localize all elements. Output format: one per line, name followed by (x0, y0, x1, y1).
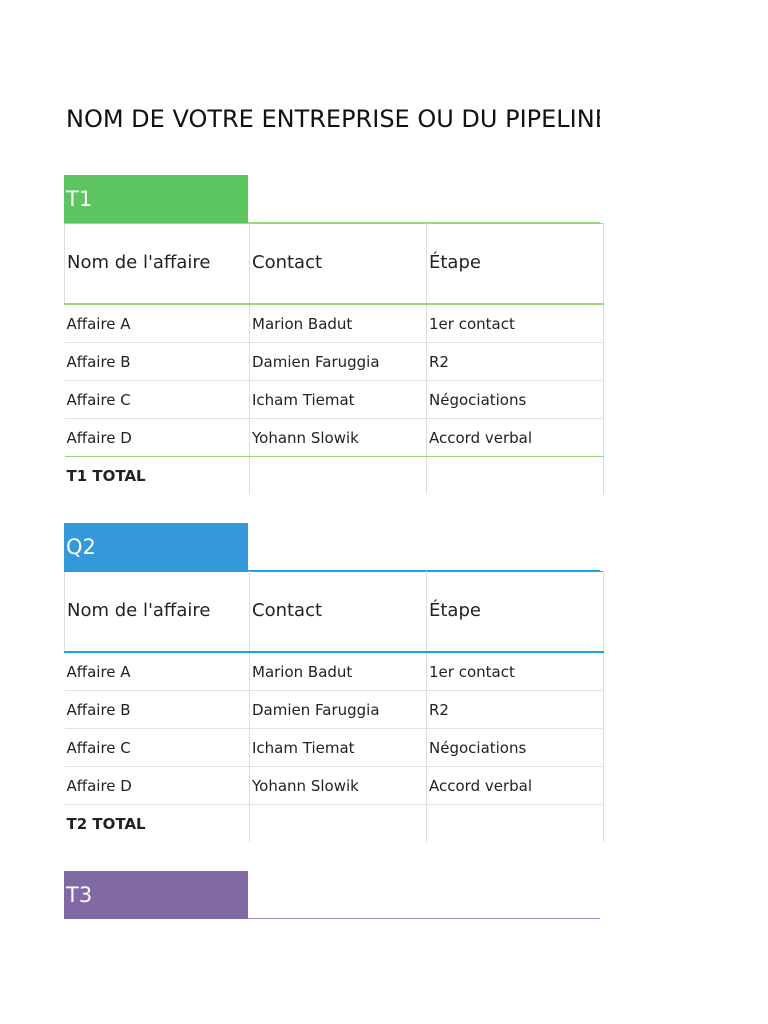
column-header: Nom de l'affaire (64, 571, 250, 653)
table-row: Affaire D Yohann Slowik Accord verbal (64, 418, 604, 457)
table-cell[interactable]: Damien Faruggia (249, 342, 427, 381)
table-cell[interactable] (426, 804, 604, 842)
table-cell[interactable]: Affaire C (64, 728, 250, 767)
table-cell[interactable] (249, 804, 427, 842)
table-cell[interactable]: Accord verbal (426, 766, 604, 805)
table-cell[interactable]: Affaire B (64, 690, 250, 729)
table-cell[interactable]: Marion Badut (249, 652, 427, 691)
table-cell[interactable]: Damien Faruggia (249, 690, 427, 729)
table-cell[interactable]: Affaire D (64, 418, 250, 457)
divider (248, 570, 600, 571)
table-row: Affaire B Damien Faruggia R2 (64, 342, 604, 381)
table-cell[interactable]: Marion Badut (249, 304, 427, 343)
section-q2: Q2 Nom de l'affaire Contact Étape Affaire A… (64, 523, 604, 842)
section-header: T1 (64, 175, 600, 223)
table-row: Affaire C Icham Tiemat Négociations (64, 728, 604, 767)
table-row: Affaire C Icham Tiemat Négociations (64, 380, 604, 419)
column-header: Contact (249, 223, 427, 305)
table-row: Affaire B Damien Faruggia R2 (64, 690, 604, 729)
section-header: Q2 (64, 523, 600, 571)
table-header-row: Nom de l'affaire Contact Étape (64, 571, 604, 653)
divider (248, 222, 600, 223)
table-cell[interactable] (249, 456, 427, 494)
section-label: T3 (64, 871, 248, 919)
table-cell[interactable]: Accord verbal (426, 418, 604, 457)
section-label: T1 (64, 175, 248, 223)
table-cell[interactable]: 1er contact (426, 304, 604, 343)
table-cell[interactable]: Icham Tiemat (249, 380, 427, 419)
deals-table: Nom de l'affaire Contact Étape Affaire A Mar… (64, 571, 604, 842)
table-cell[interactable]: Affaire A (64, 304, 250, 343)
table-header-row: Nom de l'affaire Contact Étape (64, 223, 604, 305)
column-header: Contact (249, 571, 427, 653)
column-header: Étape (426, 223, 604, 305)
section-t3: T3 (64, 871, 600, 919)
column-header: Étape (426, 571, 604, 653)
table-cell[interactable]: R2 (426, 690, 604, 729)
table-cell[interactable]: R2 (426, 342, 604, 381)
total-row: T1 TOTAL (64, 456, 604, 494)
column-header: Nom de l'affaire (64, 223, 250, 305)
table-cell[interactable]: 1er contact (426, 652, 604, 691)
table-row: Affaire A Marion Badut 1er contact (64, 304, 604, 343)
table-cell[interactable]: Négociations (426, 728, 604, 767)
deals-table: Nom de l'affaire Contact Étape Affaire A Mar… (64, 223, 604, 494)
total-label: T2 TOTAL (64, 804, 250, 842)
section-t1: T1 Nom de l'affaire Contact Étape Affaire A… (64, 175, 604, 494)
section-header: T3 (64, 871, 600, 919)
divider (248, 918, 600, 919)
table-cell[interactable]: Négociations (426, 380, 604, 419)
table-cell[interactable] (426, 456, 604, 494)
total-label: T1 TOTAL (64, 456, 250, 494)
table-cell[interactable]: Affaire D (64, 766, 250, 805)
total-row: T2 TOTAL (64, 804, 604, 842)
section-label: Q2 (64, 523, 248, 571)
table-cell[interactable]: Yohann Slowik (249, 766, 427, 805)
table-row: Affaire A Marion Badut 1er contact (64, 652, 604, 691)
table-row: Affaire D Yohann Slowik Accord verbal (64, 766, 604, 805)
table-cell[interactable]: Affaire B (64, 342, 250, 381)
table-cell[interactable]: Affaire C (64, 380, 250, 419)
page-title: NOM DE VOTRE ENTREPRISE OU DU PIPELINE (66, 105, 600, 133)
table-cell[interactable]: Icham Tiemat (249, 728, 427, 767)
table-cell[interactable]: Affaire A (64, 652, 250, 691)
table-cell[interactable]: Yohann Slowik (249, 418, 427, 457)
